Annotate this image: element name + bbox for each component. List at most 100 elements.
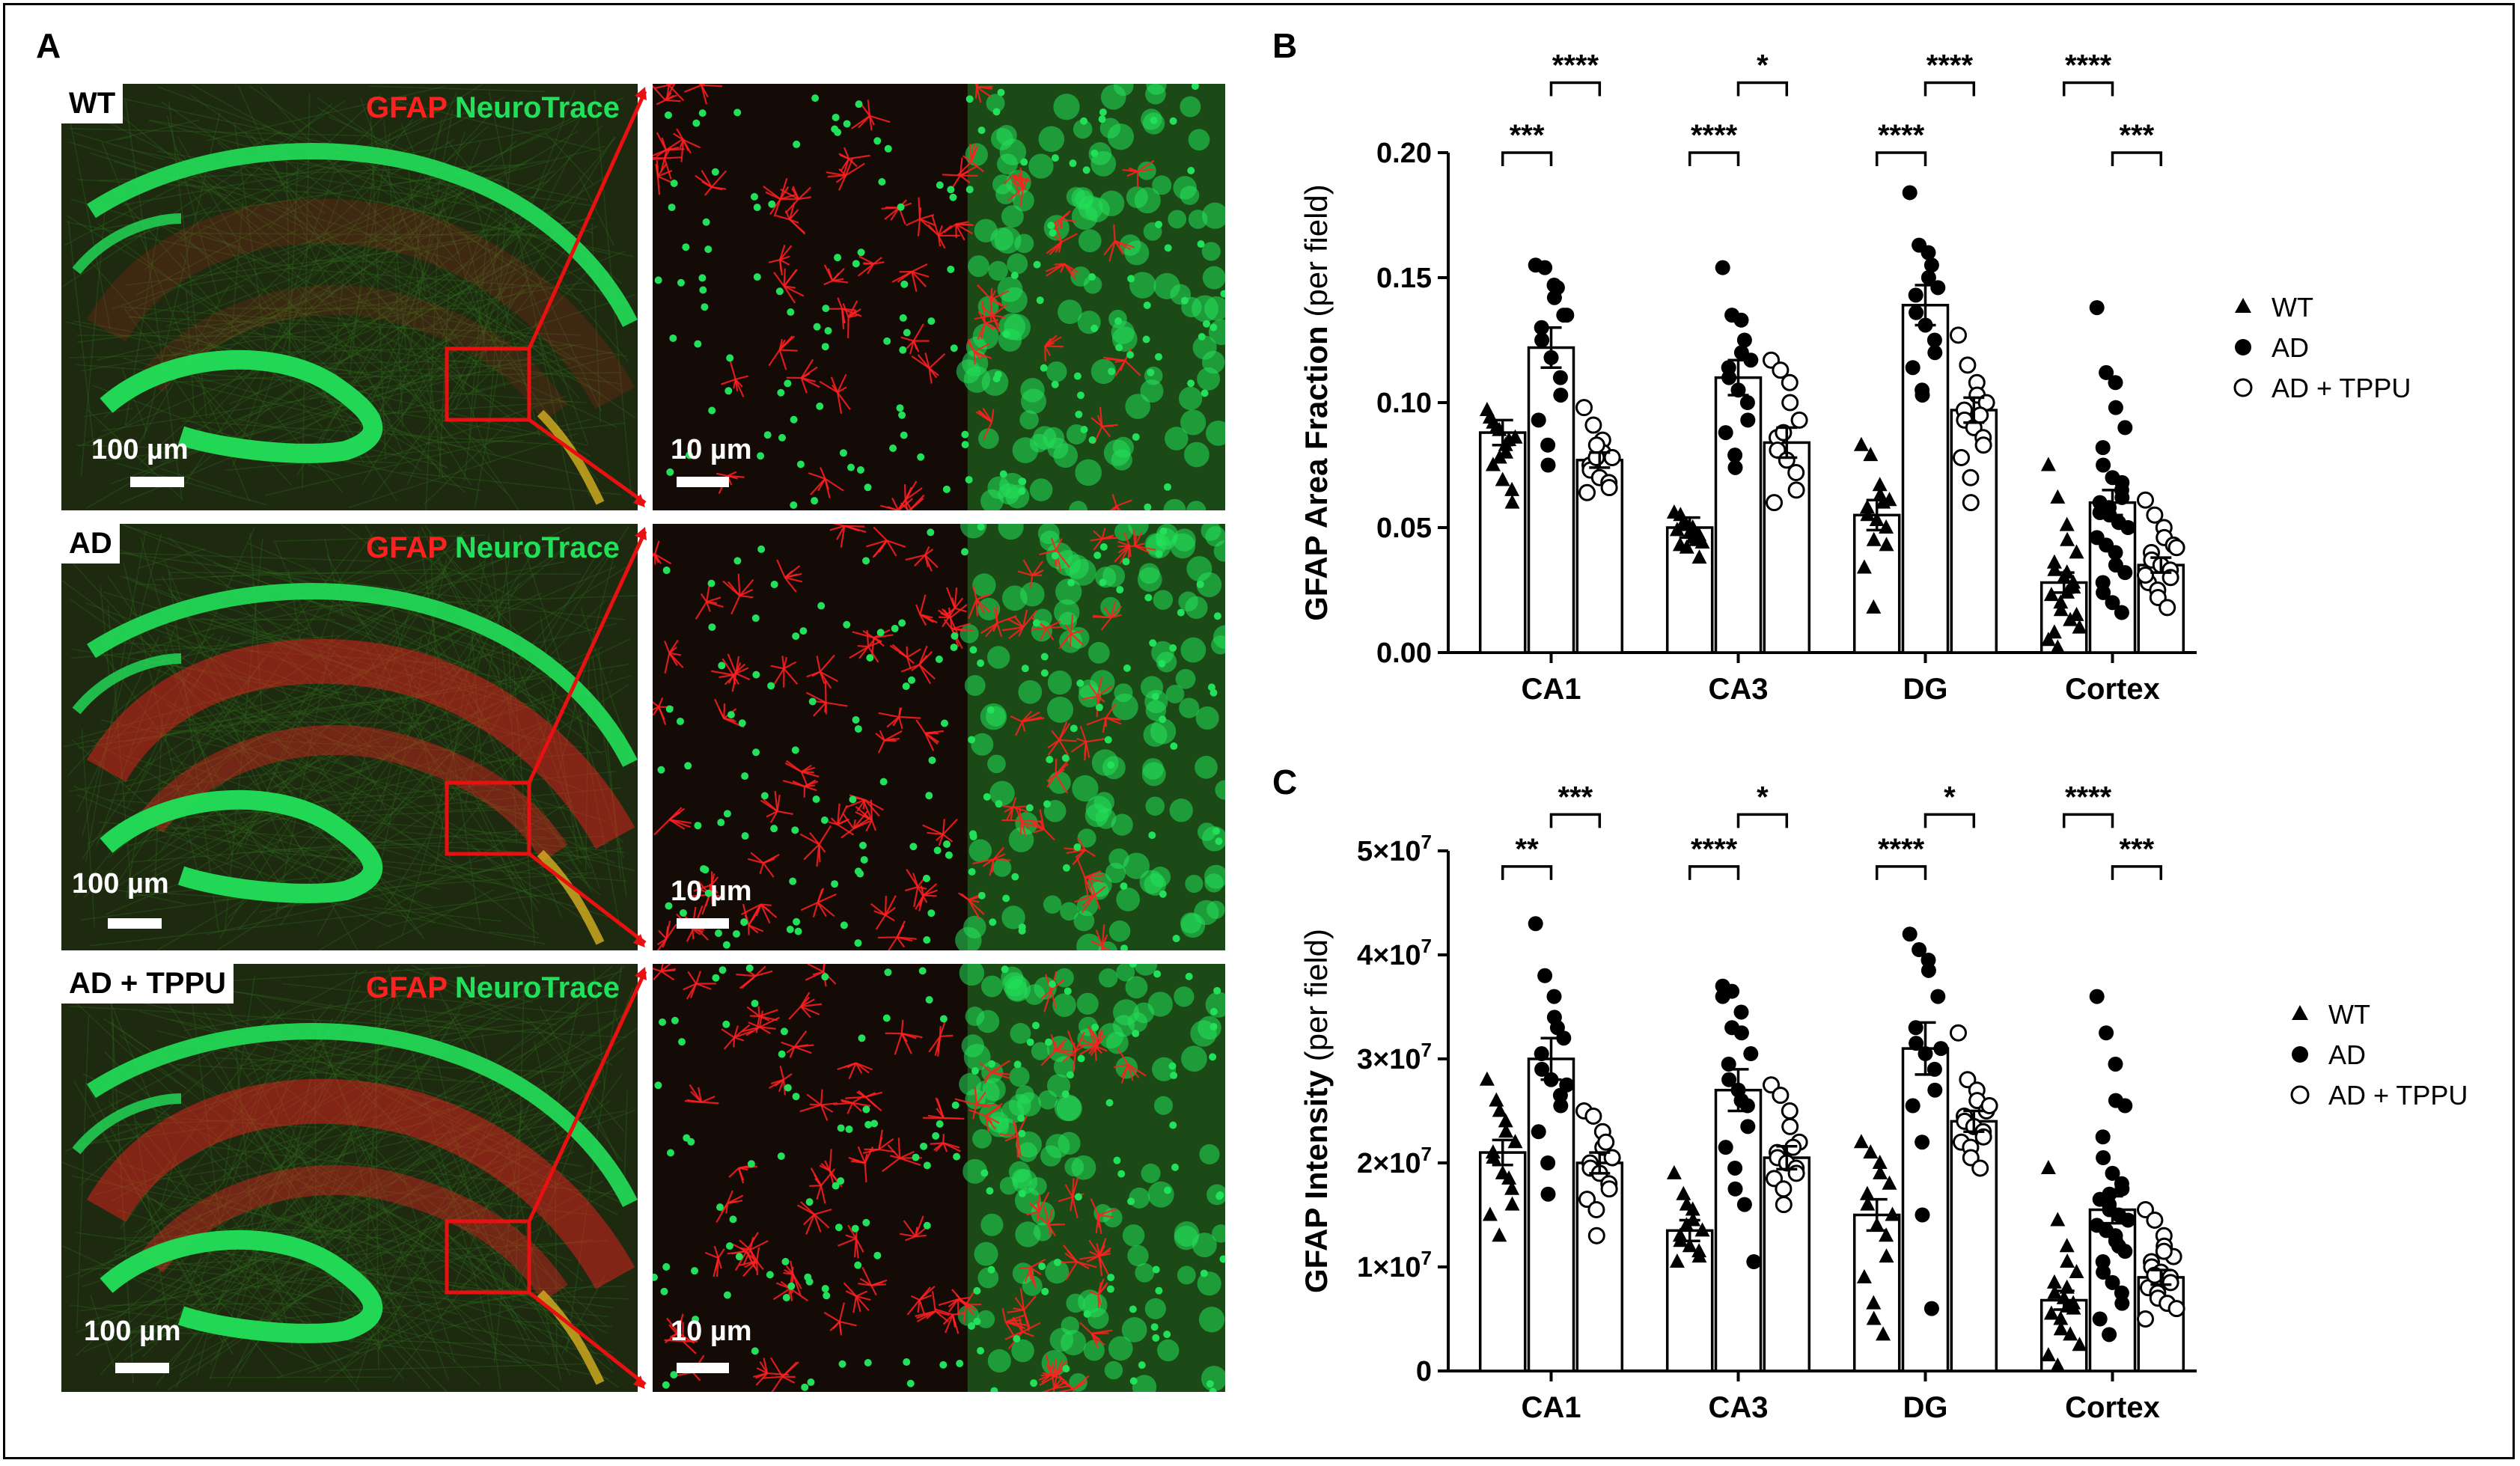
- astrocyte-process: [878, 540, 888, 553]
- astrocyte-process: [905, 554, 926, 561]
- astrocyte-process: [717, 1257, 722, 1269]
- tissue-fiber: [269, 288, 498, 457]
- tissue-fiber: [195, 1044, 278, 1297]
- data-point-circle: [2092, 1311, 2108, 1327]
- tissue-fiber: [338, 693, 554, 774]
- tissue-fiber: [323, 537, 344, 617]
- tissue-fiber: [85, 1082, 234, 1355]
- astrocyte-process: [1055, 549, 1070, 568]
- astrocyte-process: [668, 807, 686, 821]
- tissue-fiber: [425, 214, 440, 510]
- astrocyte-process: [1081, 695, 1098, 700]
- overview-micrograph-ad-tppu: AD + TPPU GFAP NeuroTrace 100 µm: [61, 964, 638, 1392]
- neuron-soma: [1058, 299, 1082, 325]
- tissue-fiber: [303, 190, 636, 419]
- tissue-fiber: [364, 525, 588, 884]
- neuron-soma: [977, 597, 1001, 621]
- zoom-micrograph-wt: 10 µm: [653, 84, 1225, 510]
- tissue-fiber: [424, 635, 593, 893]
- nucleus-dot: [1203, 320, 1211, 328]
- nucleus-dot: [1067, 578, 1076, 587]
- tissue-fiber: [62, 1245, 320, 1366]
- zoom-micrograph-ad: 10 µm: [653, 524, 1225, 950]
- neuron-soma: [1006, 979, 1028, 1001]
- tissue-fiber: [161, 819, 433, 907]
- tissue-fiber: [344, 1245, 430, 1371]
- nucleus-dot: [1090, 149, 1099, 157]
- astrocyte-process: [1003, 174, 1014, 185]
- astrocyte-process: [903, 484, 906, 501]
- tissue-fiber: [245, 1258, 478, 1286]
- x-tick-label: DG: [1903, 1391, 1948, 1424]
- nucleus-dot: [770, 825, 778, 833]
- astrocyte-process: [990, 290, 1010, 301]
- tissue-fiber: [222, 697, 576, 892]
- data-point-open-circle: [2167, 1300, 2185, 1318]
- nucleus-dot: [740, 918, 748, 926]
- astrocyte-process: [982, 421, 993, 441]
- astrocyte-process: [1047, 739, 1061, 756]
- astrocyte-process: [1019, 807, 1022, 821]
- astrocyte-process: [1132, 530, 1136, 546]
- astrocyte-process: [951, 629, 963, 650]
- astrocyte-process: [763, 855, 777, 864]
- astrocyte: [1090, 528, 1119, 551]
- astrocyte-process: [727, 474, 745, 478]
- astrocyte-process: [956, 221, 969, 225]
- astrocyte-process: [734, 379, 739, 391]
- data-point-open-circle: [2155, 1242, 2173, 1260]
- tissue-fiber: [120, 1010, 285, 1229]
- tissue-fiber: [313, 765, 428, 827]
- nucleus-dot: [986, 706, 995, 714]
- astrocyte-process: [858, 115, 870, 129]
- astrocyte-process: [837, 391, 851, 410]
- astrocyte-process: [865, 1091, 883, 1098]
- tissue-fiber: [361, 153, 580, 399]
- tissue-fiber: [186, 290, 195, 415]
- astrocyte-process: [799, 833, 820, 846]
- astrocyte-process: [906, 656, 915, 665]
- astrocyte-process: [816, 656, 821, 672]
- neuron-soma: [964, 675, 986, 696]
- astrocyte-process: [735, 375, 748, 381]
- astrocyte-process: [1004, 806, 1013, 813]
- astrocyte-process: [864, 798, 884, 811]
- neuron-soma: [963, 915, 986, 939]
- data-point-circle: [1743, 1046, 1759, 1062]
- neuron-soma: [1127, 1244, 1149, 1267]
- tissue-fiber: [138, 527, 255, 786]
- tissue-fiber: [275, 630, 335, 917]
- nucleus-dot: [933, 846, 942, 855]
- astrocyte-process: [1039, 549, 1057, 556]
- nucleus-dot: [699, 286, 707, 294]
- astrocyte-process: [1114, 360, 1126, 376]
- neuron-soma: [1151, 641, 1174, 665]
- nucleus-dot: [992, 374, 1001, 382]
- astrocyte-process: [911, 355, 930, 369]
- astrocyte-process: [1022, 609, 1028, 628]
- astrocyte-process: [653, 554, 659, 564]
- astrocyte-process: [914, 554, 926, 567]
- nucleus-dot: [1018, 923, 1026, 931]
- astrocyte-process: [801, 764, 812, 773]
- astrocyte-process: [664, 641, 671, 654]
- tissue-fiber: [373, 907, 502, 922]
- tissue-fiber: [283, 1020, 322, 1223]
- astrocyte-process: [1046, 774, 1057, 788]
- tissue-fiber: [320, 569, 448, 650]
- significance-label: *: [1944, 781, 1956, 813]
- tissue-fiber: [178, 106, 446, 242]
- nucleus-dot: [1197, 240, 1205, 248]
- astrocyte-process: [1102, 534, 1114, 540]
- nucleus-dot: [727, 711, 735, 719]
- astrocyte-process: [1114, 359, 1126, 364]
- astrocyte-process: [1054, 1358, 1058, 1377]
- tissue-fiber: [125, 684, 463, 787]
- neuron-soma: [1047, 671, 1073, 695]
- astrocyte-process: [770, 1078, 784, 1085]
- astrocyte: [776, 559, 803, 593]
- tissue-fiber: [476, 210, 518, 242]
- neuron-soma: [1197, 1271, 1221, 1296]
- astrocyte: [866, 526, 906, 558]
- astrocyte-process: [803, 843, 820, 861]
